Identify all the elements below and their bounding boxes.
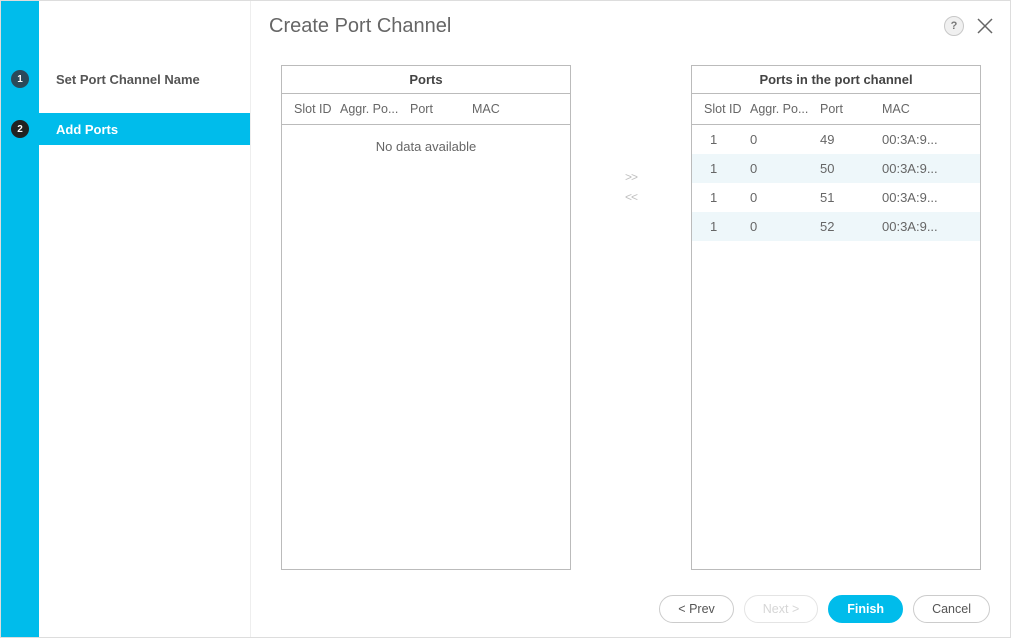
channel-ports-columns: Slot ID Aggr. Po... Port MAC — [692, 94, 980, 125]
finish-button[interactable]: Finish — [828, 595, 903, 623]
wizard-step-label: Add Ports — [56, 122, 118, 137]
cell-aggr: 0 — [750, 161, 820, 176]
column-port[interactable]: Port — [820, 102, 882, 116]
cell-slot: 1 — [698, 132, 750, 147]
wizard-step-number: 2 — [11, 120, 29, 138]
available-ports-body: No data available — [282, 125, 570, 569]
wizard-step-number: 1 — [11, 70, 29, 88]
dialog-header: Create Port Channel ? — [251, 1, 1010, 51]
available-ports-columns: Slot ID Aggr. Po... Port MAC — [282, 94, 570, 125]
column-aggr-port[interactable]: Aggr. Po... — [750, 102, 820, 116]
wizard-step-label: Set Port Channel Name — [56, 72, 200, 87]
wizard-sidebar: 1 Set Port Channel Name 2 Add Ports — [1, 1, 251, 637]
cell-mac: 00:3A:9... — [882, 132, 974, 147]
table-row[interactable]: 105200:3A:9... — [692, 212, 980, 241]
cell-mac: 00:3A:9... — [882, 190, 974, 205]
cell-aggr: 0 — [750, 190, 820, 205]
cell-mac: 00:3A:9... — [882, 161, 974, 176]
wizard-footer: < Prev Next > Finish Cancel — [251, 581, 1010, 637]
wizard-main: Create Port Channel ? Ports Slot ID Aggr… — [251, 1, 1010, 637]
cell-slot: 1 — [698, 219, 750, 234]
table-row[interactable]: 105000:3A:9... — [692, 154, 980, 183]
cell-mac: 00:3A:9... — [882, 219, 974, 234]
channel-ports-panel: Ports in the port channel Slot ID Aggr. … — [691, 65, 981, 570]
next-button: Next > — [744, 595, 818, 623]
table-row[interactable]: 105100:3A:9... — [692, 183, 980, 212]
prev-button[interactable]: < Prev — [659, 595, 733, 623]
column-aggr-port[interactable]: Aggr. Po... — [340, 102, 410, 116]
available-ports-title: Ports — [282, 66, 570, 94]
column-slot-id[interactable]: Slot ID — [288, 102, 340, 116]
no-data-message: No data available — [282, 125, 570, 168]
available-ports-panel: Ports Slot ID Aggr. Po... Port MAC No da… — [281, 65, 571, 570]
cell-slot: 1 — [698, 161, 750, 176]
dialog-title: Create Port Channel — [269, 15, 944, 38]
add-ports-button[interactable]: >> — [625, 170, 637, 184]
cell-slot: 1 — [698, 190, 750, 205]
channel-ports-title: Ports in the port channel — [692, 66, 980, 94]
cancel-button[interactable]: Cancel — [913, 595, 990, 623]
cell-port: 49 — [820, 132, 882, 147]
column-port[interactable]: Port — [410, 102, 472, 116]
header-actions: ? — [944, 16, 994, 36]
column-mac[interactable]: MAC — [472, 102, 564, 116]
cell-port: 50 — [820, 161, 882, 176]
channel-ports-body: 104900:3A:9...105000:3A:9...105100:3A:9.… — [692, 125, 980, 569]
transfer-controls: >> << — [571, 65, 691, 581]
cell-aggr: 0 — [750, 219, 820, 234]
wizard-step-name[interactable]: 1 Set Port Channel Name — [1, 63, 250, 95]
cell-aggr: 0 — [750, 132, 820, 147]
help-button[interactable]: ? — [944, 16, 964, 36]
remove-ports-button[interactable]: << — [625, 190, 637, 204]
close-icon — [976, 17, 994, 35]
ports-content: Ports Slot ID Aggr. Po... Port MAC No da… — [251, 51, 1010, 581]
column-mac[interactable]: MAC — [882, 102, 974, 116]
cell-port: 51 — [820, 190, 882, 205]
create-port-channel-dialog: 1 Set Port Channel Name 2 Add Ports Crea… — [0, 0, 1011, 638]
column-slot-id[interactable]: Slot ID — [698, 102, 750, 116]
cell-port: 52 — [820, 219, 882, 234]
wizard-step-add-ports[interactable]: 2 Add Ports — [1, 113, 250, 145]
close-button[interactable] — [976, 17, 994, 35]
table-row[interactable]: 104900:3A:9... — [692, 125, 980, 154]
